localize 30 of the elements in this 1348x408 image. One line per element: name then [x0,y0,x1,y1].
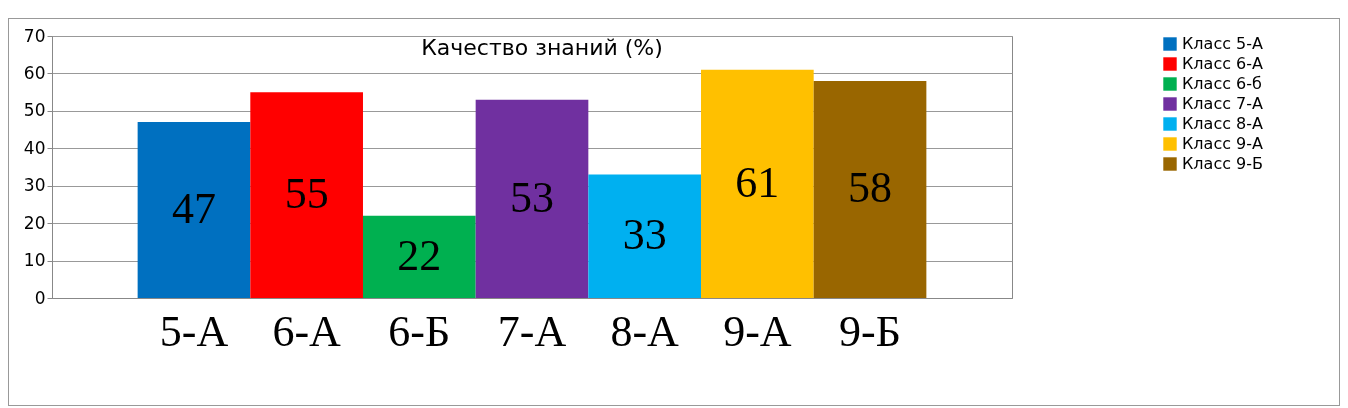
x-tick-label: 6-Б [388,306,451,356]
legend-label: Класс 8-А [1182,114,1264,133]
data-label: 47 [171,184,216,234]
x-tick-label: 7-А [497,306,567,356]
data-label: 58 [848,163,893,213]
x-tick-label: 9-А [723,306,792,356]
x-tick-label: 9-Б [839,306,901,356]
legend-label: Класс 6-б [1182,74,1262,93]
data-label: 53 [510,172,554,222]
y-tick-label: 30 [23,175,46,196]
legend-label: Класс 9-Б [1182,154,1263,173]
y-tick-label: 40 [23,137,46,158]
data-label: 61 [735,157,780,207]
y-tick-label: 20 [23,212,46,233]
legend-label: Класс 5-А [1182,34,1264,53]
data-label: 33 [622,210,667,260]
chart-title: Качество знаний (%) [421,35,663,60]
x-tick-label: 5-А [159,306,229,356]
y-tick-label: 0 [34,287,46,308]
legend-label: Класс 9-А [1182,134,1264,153]
legend-label: Класс 6-А [1182,54,1264,73]
x-tick-label: 6-А [272,306,342,356]
data-label: 55 [284,169,329,219]
y-tick-label: 10 [23,250,46,271]
y-tick-label: 70 [23,25,46,46]
y-tick-label: 50 [23,100,46,121]
y-tick-label: 60 [23,62,46,83]
legend-label: Класс 7-А [1182,94,1264,113]
x-tick-label: 8-А [610,306,680,356]
data-label: 22 [397,230,442,280]
